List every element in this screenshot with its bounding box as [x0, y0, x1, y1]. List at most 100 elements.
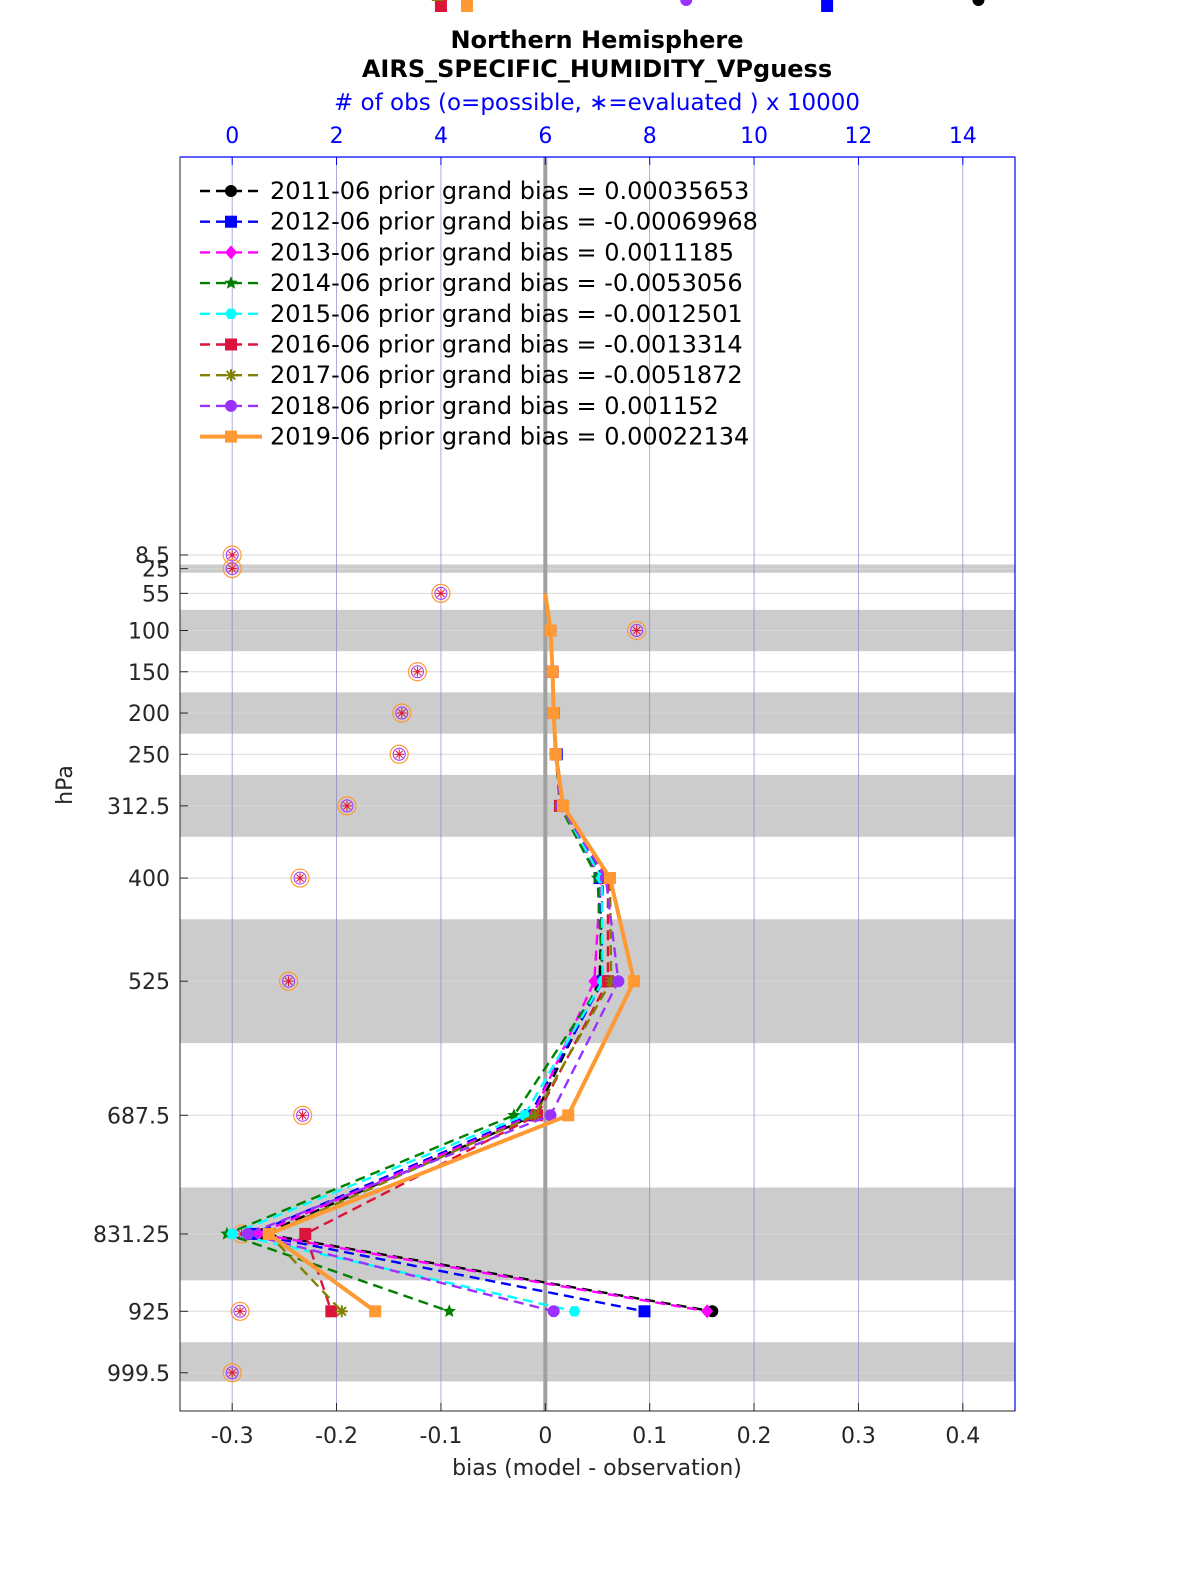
obs-possible-marker	[630, 624, 644, 638]
data-point	[628, 975, 641, 988]
top-tick-label: 0	[225, 124, 239, 149]
data-point	[241, 1227, 254, 1240]
x-tick-label: -0.1	[419, 1424, 462, 1449]
y-tick-label: 100	[128, 620, 170, 645]
x-tick-label: 0.3	[841, 1424, 876, 1449]
legend-entry: 2013-06 prior grand bias = 0.0011185	[200, 238, 734, 266]
y-tick-label: 150	[128, 661, 170, 686]
y-axis-label: hPa	[53, 765, 78, 805]
obs-possible-marker	[282, 974, 296, 988]
x-tick-label: 0	[538, 1424, 552, 1449]
top-tick-label: 6	[538, 124, 552, 149]
obs-evaluated-marker	[235, 1306, 246, 1317]
x-axis-label: bias (model - observation)	[452, 1456, 742, 1481]
obs-possible-marker	[392, 747, 406, 761]
obs-possible-marker	[293, 1105, 313, 1125]
data-point	[568, 1306, 581, 1317]
obs-possible-marker	[225, 562, 239, 576]
data-point	[299, 1227, 312, 1240]
obs-possible-marker	[293, 871, 307, 885]
top-tick-label: 2	[330, 124, 344, 149]
legend: 2011-06 prior grand bias = 0.00035653 201…	[200, 177, 758, 451]
y-tick-label: 250	[128, 743, 170, 768]
data-point	[434, 0, 447, 12]
data-point	[562, 1109, 575, 1122]
y-tick-label: 400	[128, 867, 170, 892]
y-tick-label: 8.5	[135, 544, 170, 569]
data-point	[226, 1228, 239, 1240]
legend-entry: 2019-06 prior grand bias = 0.00022134	[200, 423, 749, 451]
obs-evaluated-marker	[227, 550, 238, 560]
legend-label: 2015-06 prior grand bias = -0.0012501	[270, 300, 743, 328]
obs-possible-marker	[337, 796, 357, 816]
legend-label: 2017-06 prior grand bias = -0.0051872	[270, 361, 743, 389]
obs-possible-marker	[340, 799, 354, 813]
obs-possible-marker	[296, 1108, 310, 1122]
obs-possible-marker	[222, 559, 242, 579]
top-tick-label: 12	[844, 124, 872, 149]
data-point	[225, 308, 237, 319]
obs-evaluated-stroke	[397, 709, 406, 717]
y-tick-label: 925	[128, 1300, 170, 1325]
data-point	[224, 276, 238, 289]
gray-band	[180, 1342, 1015, 1382]
data-point	[544, 624, 557, 637]
obs-possible-marker	[431, 583, 451, 603]
legend-label: 2019-06 prior grand bias = 0.00022134	[270, 423, 749, 451]
obs-possible-marker	[410, 665, 424, 679]
obs-possible-marker	[230, 1301, 250, 1321]
obs-evaluated-stroke	[343, 801, 351, 810]
asterisk-stroke	[529, 1110, 540, 1121]
data-point	[225, 399, 237, 412]
data-point	[972, 0, 985, 6]
data-point	[544, 1109, 557, 1122]
data-point	[225, 215, 237, 228]
legend-label: 2018-06 prior grand bias = 0.001152	[270, 392, 719, 420]
legend-label: 2016-06 prior grand bias = -0.0013314	[270, 331, 743, 359]
obs-evaluated-marker	[396, 708, 407, 719]
legend-label: 2014-06 prior grand bias = -0.0053056	[270, 269, 743, 297]
obs-possible-marker	[225, 548, 239, 562]
y-tick-label: 831.25	[93, 1223, 170, 1248]
legend-entry: 2016-06 prior grand bias = -0.0013314	[200, 331, 743, 359]
chart-title: Northern Hemisphere	[450, 26, 743, 54]
obs-evaluated-stroke	[228, 551, 237, 559]
data-point	[369, 1305, 382, 1318]
obs-possible-marker	[407, 662, 428, 682]
legend-entry: 2014-06 prior grand bias = -0.0053056	[200, 269, 743, 297]
data-point	[262, 1227, 275, 1240]
obs-possible-marker	[225, 1366, 239, 1380]
obs-evaluated-marker	[631, 625, 642, 636]
obs-possible-marker	[392, 703, 412, 723]
obs-evaluated-stroke	[395, 750, 404, 759]
obs-possible-marker	[627, 620, 647, 641]
obs-evaluated-stroke	[298, 1111, 307, 1120]
legend-entry: 2012-06 prior grand bias = -0.00069968	[200, 208, 758, 236]
obs-evaluated-marker	[227, 1367, 238, 1378]
legend-entry: 2015-06 prior grand bias = -0.0012501	[200, 300, 743, 328]
obs-evaluated-marker	[435, 588, 446, 599]
obs-evaluated-marker	[283, 976, 294, 987]
legend-entry: 2017-06 prior grand bias = -0.0051872	[200, 361, 743, 389]
top-axis-label: # of obs (o=possible, ∗=evaluated ) x 10…	[334, 90, 860, 116]
obs-possible-marker	[233, 1304, 247, 1318]
x-tick-label: 0.4	[945, 1424, 980, 1449]
x-tick-label: 0.1	[632, 1424, 667, 1449]
data-point	[638, 1305, 651, 1318]
legend-entry: 2018-06 prior grand bias = 0.001152	[200, 392, 719, 420]
obs-evaluated-marker	[412, 666, 423, 677]
data-point	[225, 338, 237, 351]
obs-possible-marker	[222, 1363, 242, 1383]
data-point	[225, 430, 237, 443]
data-point	[701, 1304, 714, 1319]
obs-evaluated-stroke	[236, 1307, 244, 1316]
y-tick-label: 525	[128, 970, 170, 995]
data-point	[442, 1304, 456, 1317]
data-point	[528, 1109, 541, 1122]
data-point	[325, 1305, 338, 1318]
asterisk-stroke	[226, 370, 236, 381]
legend-label: 2012-06 prior grand bias = -0.00069968	[270, 208, 758, 236]
obs-evaluated-stroke	[228, 1368, 237, 1377]
obs-evaluated-marker	[227, 563, 238, 574]
